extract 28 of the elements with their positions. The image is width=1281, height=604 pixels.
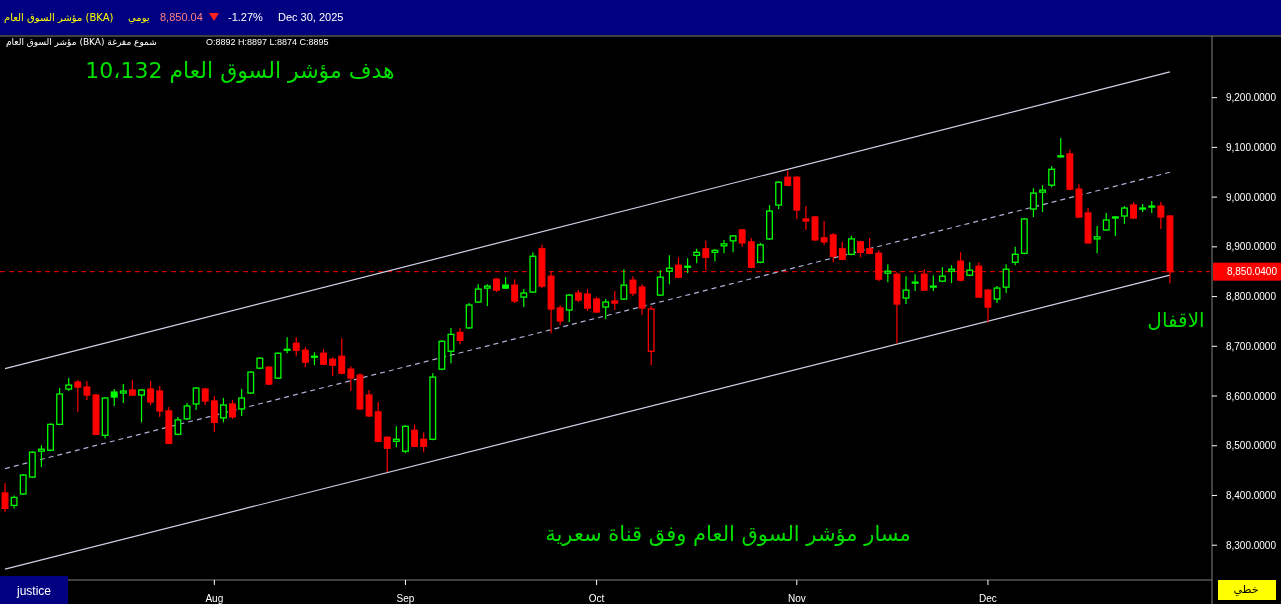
text: -1.27% (228, 11, 264, 23)
annotation: هدف مؤشر السوق العام 10،132 (85, 57, 395, 83)
annotation: مسار مؤشر السوق العام وفق قناة سعرية (545, 522, 911, 546)
y-tick-label: 9,000.0000 (1225, 191, 1277, 203)
y-tick-label: 8,900.0000 (1225, 241, 1277, 253)
text: justice (15, 584, 52, 598)
text: 8,850.04 (160, 11, 203, 23)
annotation: مؤشر السوق العام (BKA) شموع مفرغة (6, 37, 157, 47)
x-tick-label: Aug (205, 592, 224, 604)
chart-title: مؤشر السوق العام (BKA) (4, 11, 114, 23)
y-tick-label: 8,400.0000 (1225, 489, 1277, 501)
y-tick-label: 9,100.0000 (1225, 141, 1277, 153)
y-tick-label: 8,600.0000 (1225, 390, 1277, 402)
y-tick-label: 8,700.0000 (1225, 340, 1277, 352)
x-tick-label: Sep (396, 592, 415, 604)
annotation: O:8892 H:8897 L:8874 C:8895 (206, 37, 329, 47)
y-tick-label: 8,500.0000 (1225, 440, 1277, 452)
y-tick-label: 8,300.0000 (1225, 539, 1277, 551)
ref-line-label: 8,850.0400 (1226, 266, 1278, 278)
annotation: الاقفال (1147, 308, 1205, 332)
text: يومي (128, 11, 150, 24)
y-tick-label: 9,200.0000 (1225, 92, 1277, 104)
text: Dec 30, 2025 (278, 11, 344, 23)
y-tick-label: 8,800.0000 (1225, 291, 1277, 303)
text: خطي (1233, 582, 1259, 596)
x-tick-label: Dec (979, 592, 997, 604)
x-tick-label: Oct (588, 592, 605, 604)
x-tick-label: Nov (787, 592, 806, 604)
